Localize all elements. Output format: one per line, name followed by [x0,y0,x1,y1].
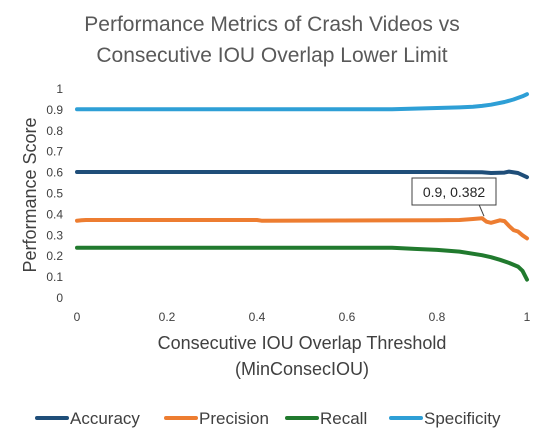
y-tick-label: 0.3 [46,228,63,242]
annotations: 0.9, 0.382 [411,177,497,217]
y-axis-ticks: 0 0.1 0.2 0.3 0.4 0.5 0.6 0.7 0.8 0.9 1 [46,82,63,305]
y-tick-label: 0.8 [46,124,63,138]
y-axis-label: Performance Score [20,117,40,272]
legend: Accuracy Precision Recall Specificity [35,409,501,428]
legend-label-recall: Recall [320,409,367,428]
legend-label-specificity: Specificity [424,409,501,428]
y-tick-label: 0 [56,291,63,305]
x-tick-label: 0.8 [429,310,446,324]
y-tick-label: 0.4 [46,207,63,221]
specificity-line [75,92,529,112]
precision-line [75,216,529,241]
y-tick-label: 0.7 [46,145,63,159]
x-tick-label: 0.6 [339,310,356,324]
chart-title-line-2: Consecutive IOU Overlap Lower Limit [96,44,447,67]
annotation-callout-text: 0.9, 0.382 [423,184,485,200]
x-tick-label: 0.4 [249,310,266,324]
y-tick-label: 0.9 [46,103,63,117]
x-tick-label: 0 [74,310,81,324]
accuracy-line [75,169,529,180]
x-axis-ticks: 0 0.2 0.4 0.6 0.8 1 [74,310,531,324]
x-axis-label-line-1: Consecutive IOU Overlap Threshold [158,333,447,353]
recall-line [75,245,529,282]
legend-label-precision: Precision [199,409,269,428]
chart-title: Performance Metrics of Crash Videos vs C… [84,13,459,67]
y-tick-label: 0.2 [46,249,63,263]
annotation-callout-box [411,177,497,206]
annotation-leader-line [478,204,485,217]
y-tick-label: 1 [56,82,63,96]
x-tick-label: 0.2 [159,310,176,324]
legend-label-accuracy: Accuracy [70,409,140,428]
x-tick-label: 1 [524,310,531,324]
y-tick-label: 0.1 [46,270,63,284]
y-tick-label: 0.5 [46,187,63,201]
x-axis-label-line-2: (MinConsecIOU) [235,359,369,379]
chart-title-line-1: Performance Metrics of Crash Videos vs [84,13,459,36]
series-lines [75,92,529,282]
y-tick-label: 0.6 [46,166,63,180]
